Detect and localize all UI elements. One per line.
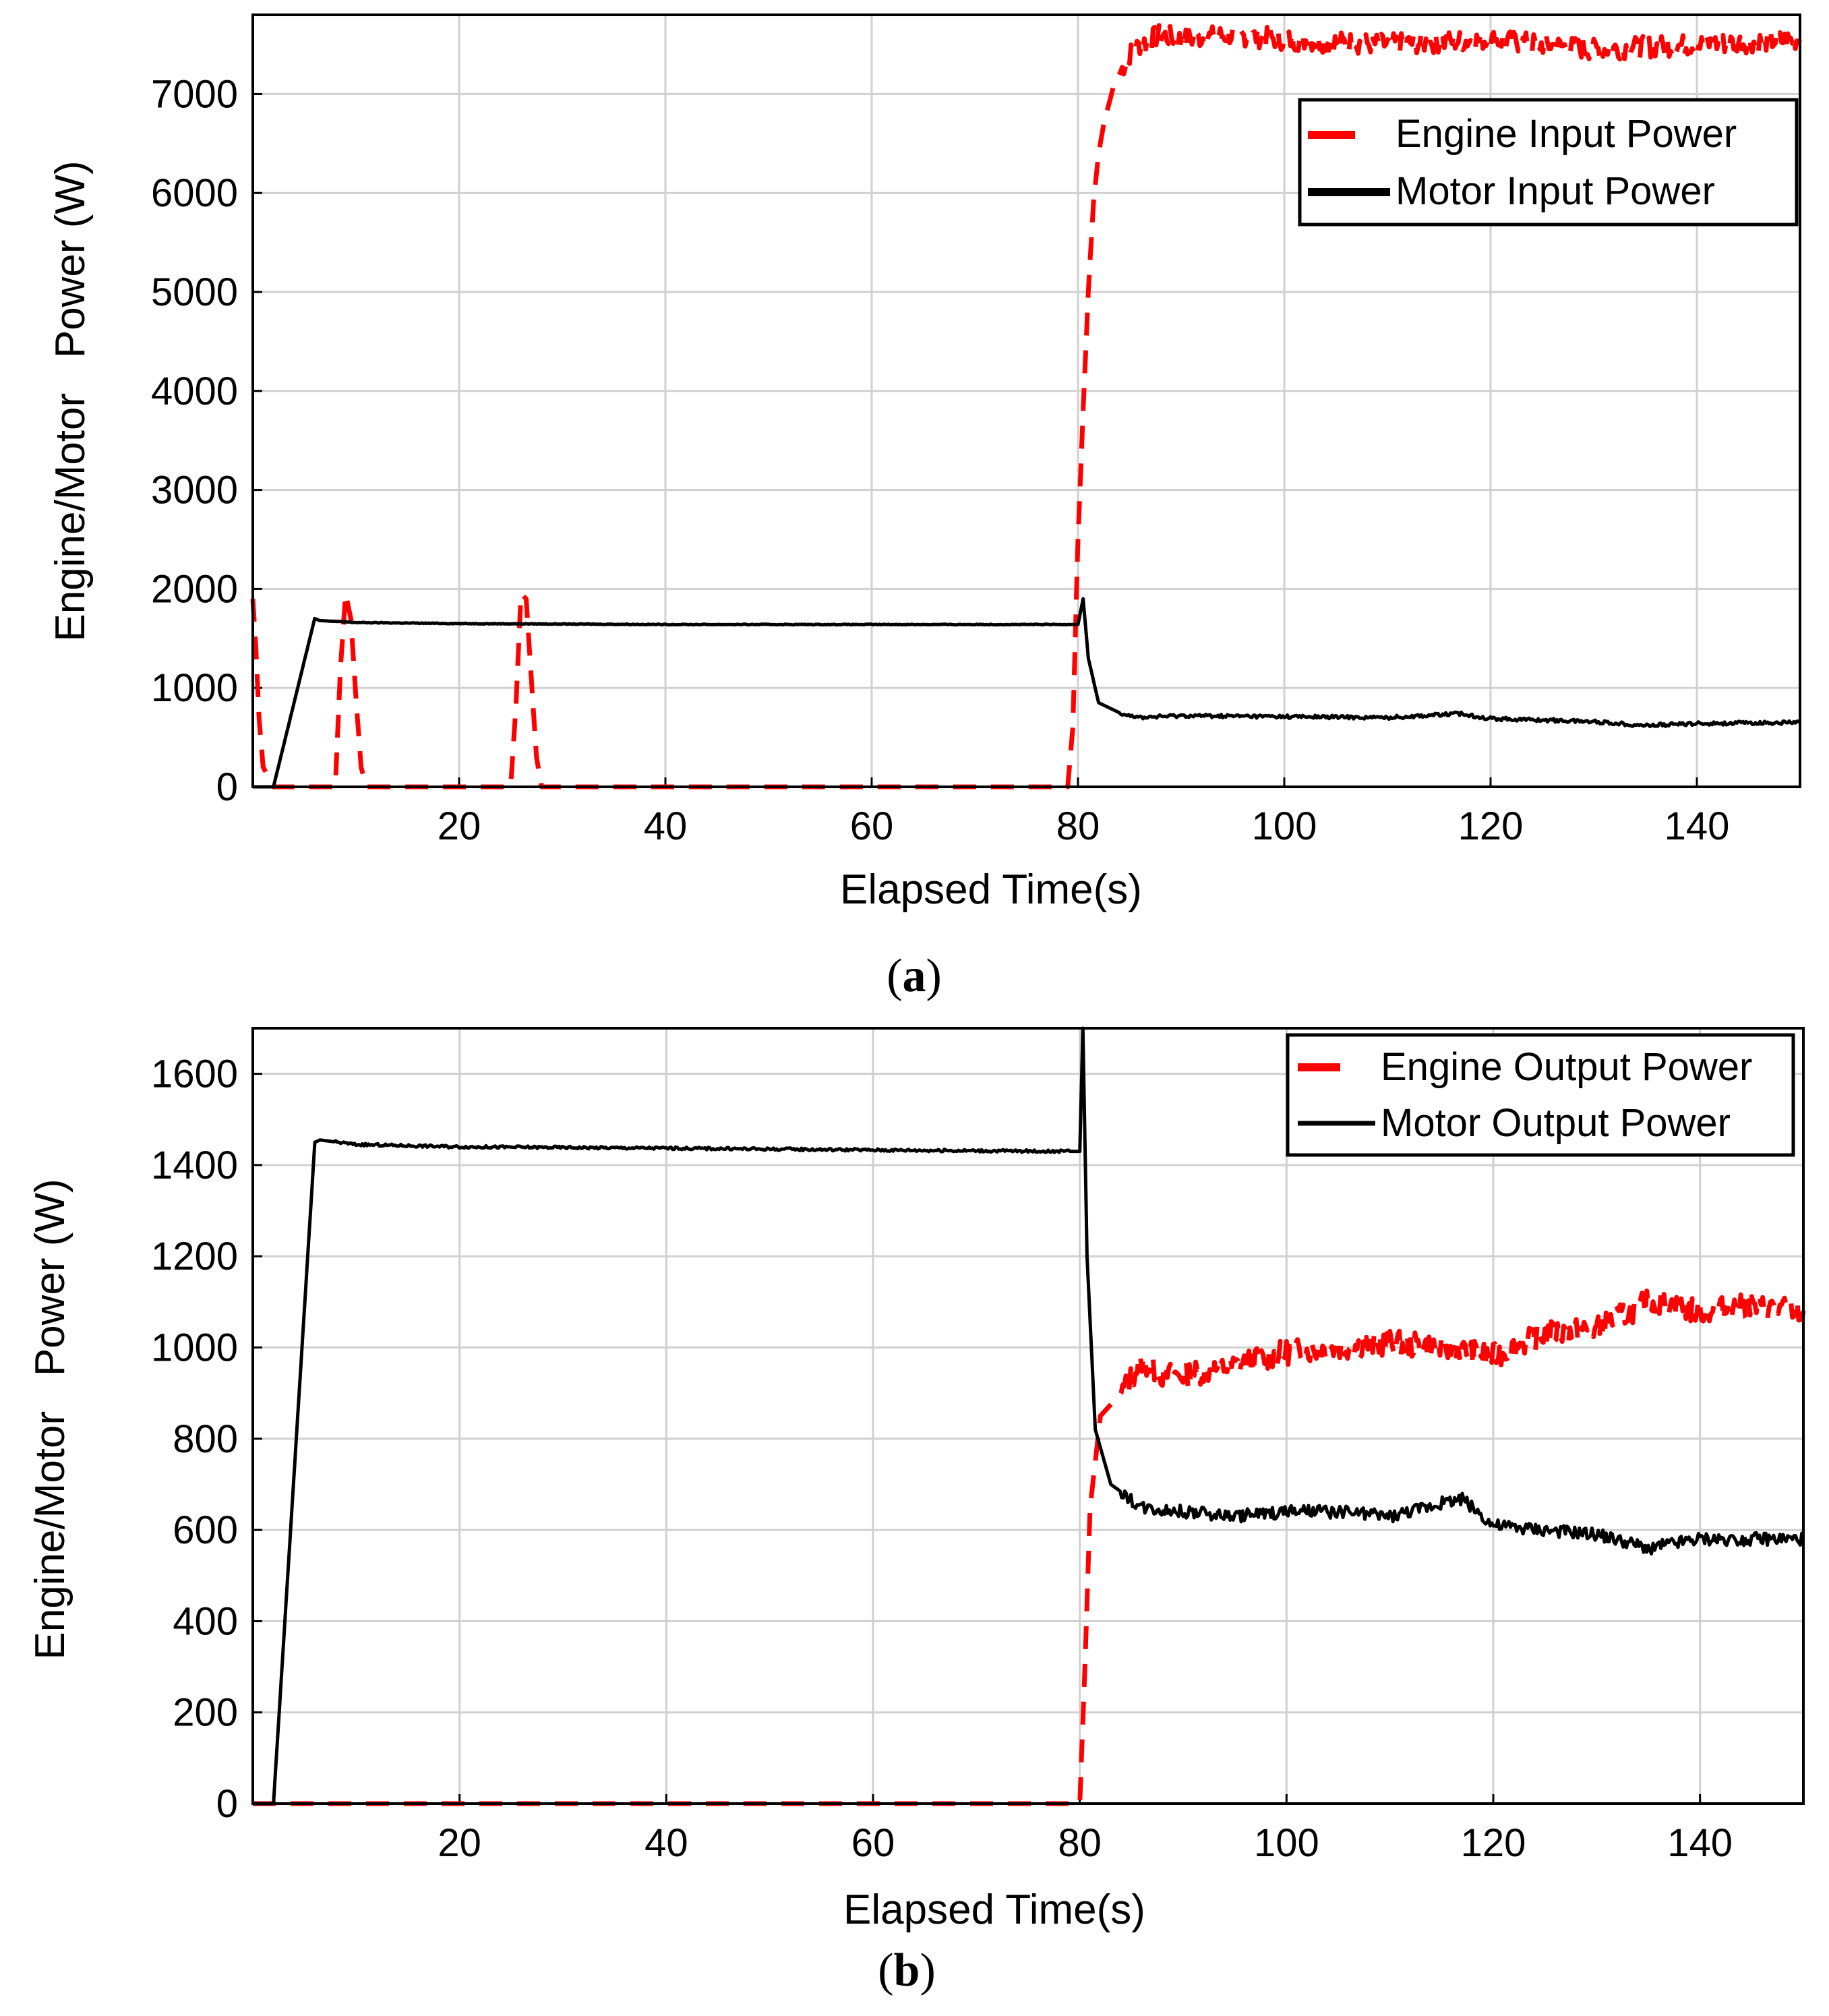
x-tick-labels: 20 40 60 80 100 120 140 [438, 804, 1730, 848]
series-line-engine-input-power [250, 22, 1803, 790]
legend: Engine Output Power Motor Output Power [1286, 1033, 1795, 1157]
x-tick-label: 140 [1667, 1821, 1733, 1865]
legend-label-engine-input: Engine Input Power [1396, 112, 1737, 156]
x-tick-label: 40 [644, 1821, 688, 1865]
y-tick-label: 200 [173, 1691, 238, 1735]
y-tick-labels: 0 1000 2000 3000 4000 5000 6000 7000 [151, 72, 238, 809]
y-tick-label: 1000 [151, 1326, 238, 1370]
legend: Engine Input Power Motor Input Power [1298, 98, 1799, 227]
legend-label-motor-input: Motor Input Power [1396, 169, 1715, 213]
panel-b: 20 40 60 80 100 120 140 0 200 400 600 800 1000 1200 1… [27, 1026, 1806, 1996]
y-tick-label: 4000 [151, 369, 238, 413]
x-tick-label: 60 [851, 1821, 895, 1865]
series-lines [250, 22, 1803, 790]
y-tick-label: 1400 [151, 1144, 238, 1187]
legend-label-engine-output: Engine Output Power [1381, 1045, 1752, 1089]
panel-caption-a: (a) [887, 950, 942, 1002]
x-tick-label: 80 [1058, 1821, 1102, 1865]
x-tick-labels: 20 40 60 80 100 120 140 [438, 1821, 1733, 1865]
x-tick-label: 140 [1665, 804, 1730, 848]
y-tick-label: 0 [216, 1782, 238, 1826]
panel-a: 20 40 60 80 100 120 140 0 1000 2000 3000 4000 5000 6… [47, 13, 1803, 1002]
y-tick-label: 2000 [151, 567, 238, 611]
x-axis-label: Elapsed Time(s) [843, 1887, 1145, 1933]
panel-caption-b: (b) [878, 1945, 936, 1996]
x-tick-label: 120 [1461, 1821, 1526, 1865]
y-tick-label: 1000 [151, 666, 238, 710]
y-tick-label: 1200 [151, 1235, 238, 1278]
y-tick-labels: 0 200 400 600 800 1000 1200 1400 1600 [151, 1053, 238, 1826]
x-tick-label: 40 [644, 804, 688, 848]
panel-caption-a-letter: a [903, 950, 926, 1002]
series-line-engine-output-power [251, 1288, 1806, 1806]
x-tick-label: 120 [1458, 804, 1524, 848]
y-tick-label: 400 [173, 1599, 238, 1643]
x-tick-label: 80 [1056, 804, 1100, 848]
y-tick-label: 600 [173, 1508, 238, 1552]
x-tick-label: 100 [1252, 804, 1317, 848]
y-tick-label: 0 [216, 765, 238, 809]
legend-box [1286, 1033, 1795, 1157]
y-axis-label: Engine/Motor Power (W) [47, 160, 94, 641]
legend-box [1298, 98, 1799, 227]
x-tick-label: 20 [438, 1821, 481, 1865]
y-tick-label: 800 [173, 1417, 238, 1461]
series-line-motor-input-power [252, 597, 1801, 789]
plot-frame [251, 13, 1801, 788]
y-axis-label: Engine/Motor Power (W) [27, 1179, 73, 1659]
x-tick-label: 60 [850, 804, 894, 848]
x-tick-label: 100 [1254, 1821, 1319, 1865]
x-axis-label: Elapsed Time(s) [840, 866, 1142, 913]
y-tick-label: 7000 [151, 72, 238, 116]
x-tick-label: 20 [438, 804, 481, 848]
y-tick-label: 5000 [151, 270, 238, 314]
y-tick-label: 6000 [151, 171, 238, 215]
legend-label-motor-output: Motor Output Power [1381, 1101, 1731, 1145]
plot-frame [251, 1027, 1805, 1805]
y-tick-label: 1600 [151, 1053, 238, 1096]
panel-caption-b-letter: b [894, 1945, 920, 1996]
series-line-motor-output-power [252, 1026, 1805, 1806]
y-tick-label: 3000 [151, 469, 238, 512]
